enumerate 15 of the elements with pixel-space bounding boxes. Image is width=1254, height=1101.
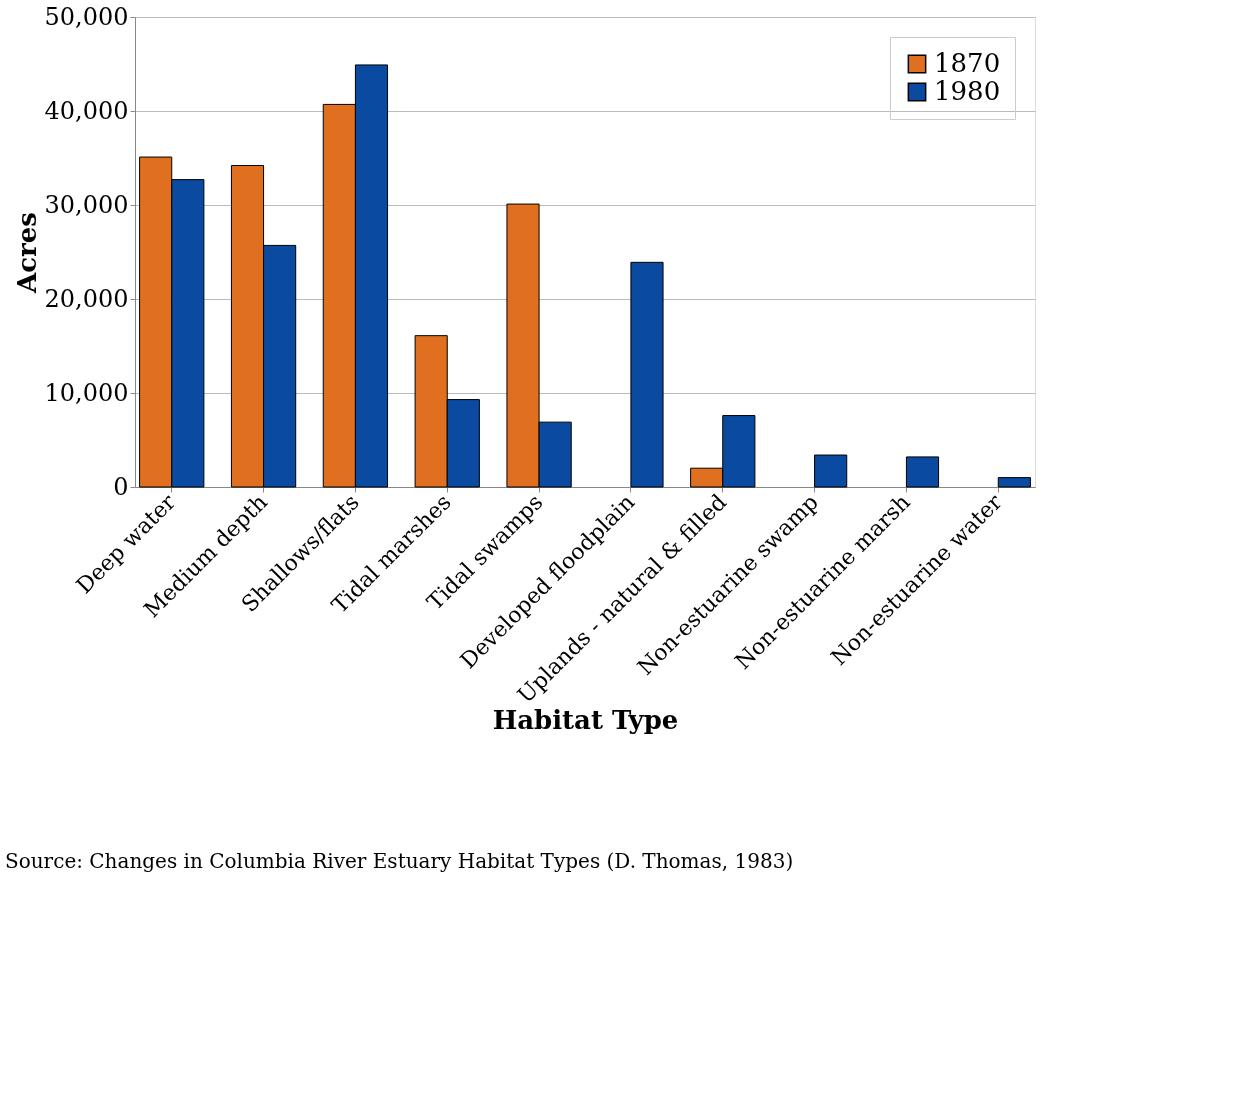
bar <box>814 454 848 488</box>
bar <box>630 261 664 488</box>
bar <box>997 477 1031 488</box>
y-axis-title: Acres <box>11 212 42 294</box>
x-axis-title: Habitat Type <box>492 704 679 735</box>
y-tick-label: 20,000 <box>44 284 129 313</box>
y-tick-label: 10,000 <box>44 378 129 407</box>
y-tick-label: 50,000 <box>44 2 129 31</box>
bar <box>905 456 940 488</box>
y-tick-label: 0 <box>113 472 129 501</box>
y-tick-label: 30,000 <box>44 190 129 219</box>
legend-label: 1870 <box>934 48 1001 78</box>
y-tick-label: 40,000 <box>44 96 129 125</box>
source-note: Source: Changes in Columbia River Estuary Habitat Types (D. Thomas, 1983) <box>5 849 794 873</box>
legend-label: 1980 <box>934 76 1001 106</box>
